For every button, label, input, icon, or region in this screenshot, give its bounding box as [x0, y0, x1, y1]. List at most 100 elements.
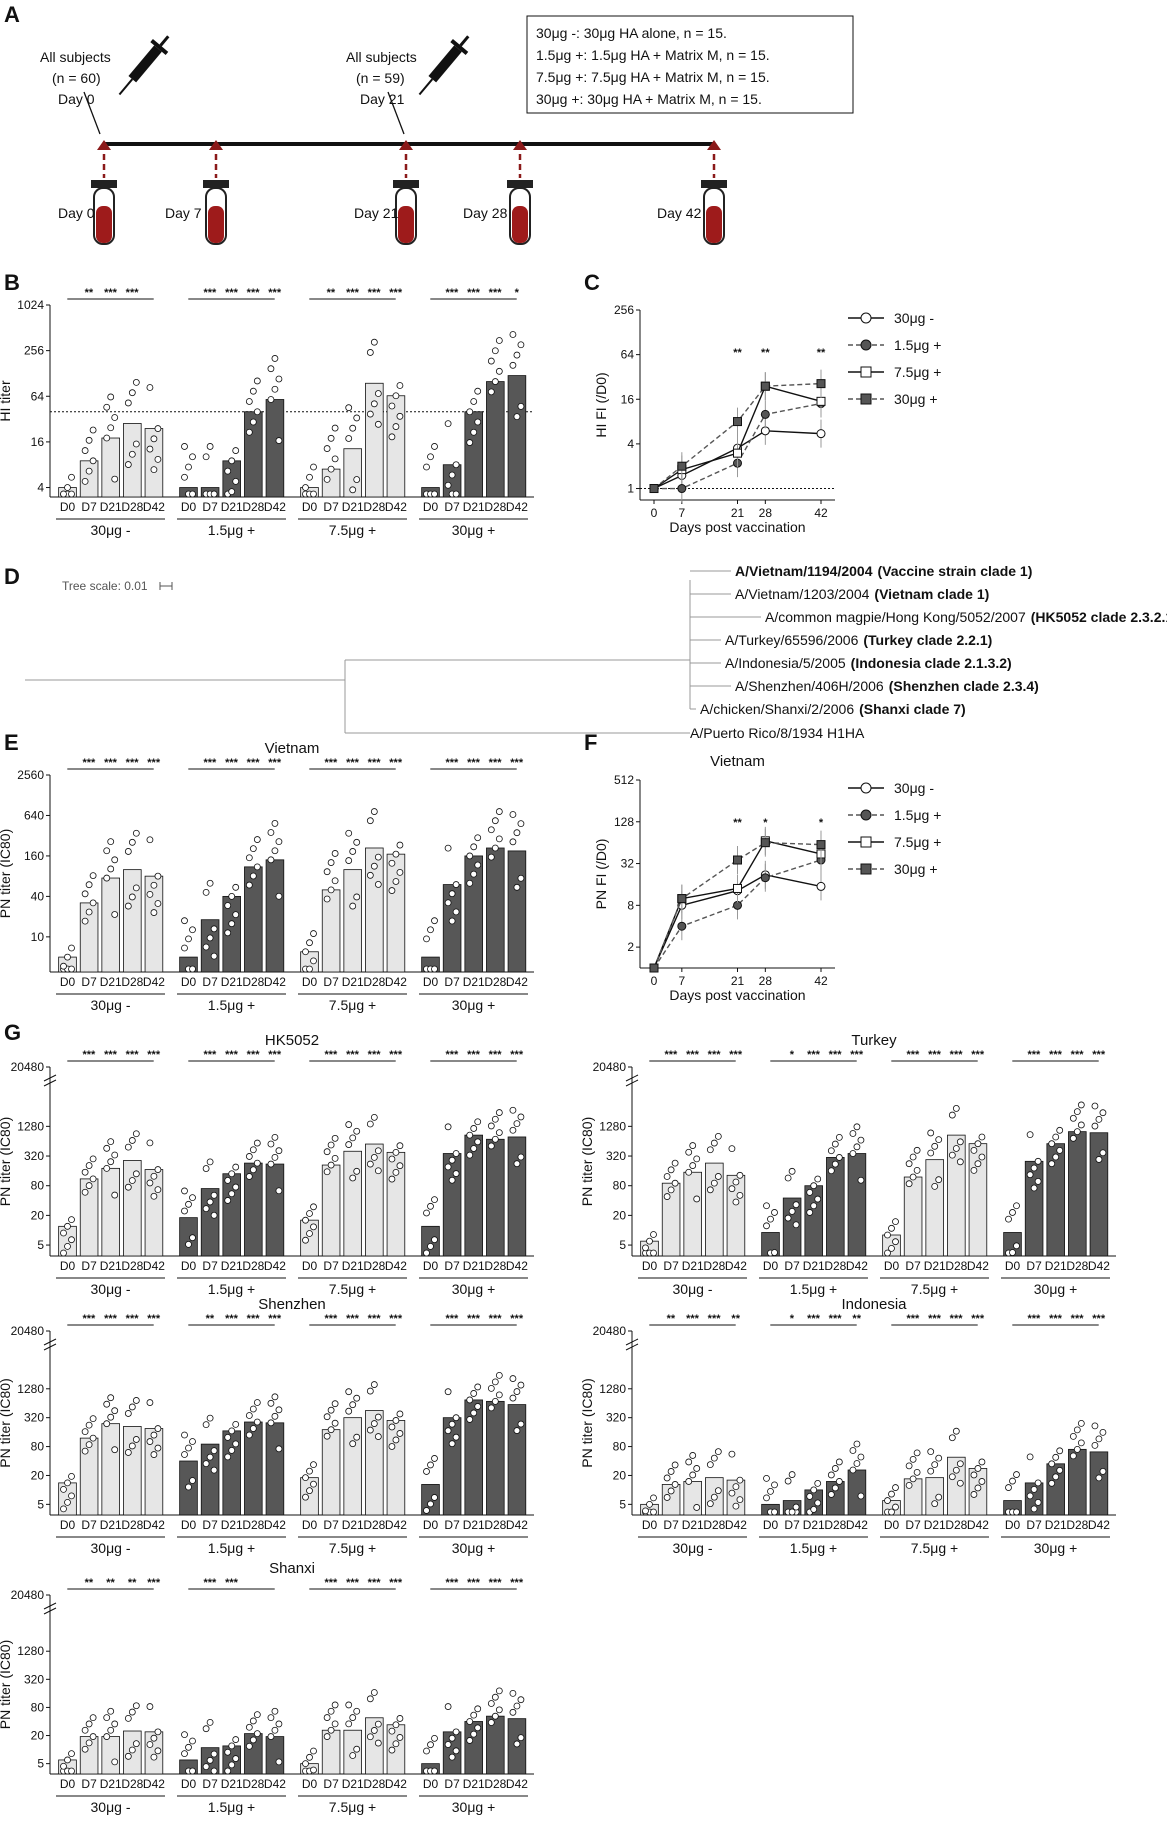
data-point	[267, 1714, 275, 1722]
sample-arrowhead	[97, 140, 111, 150]
data-point	[85, 1441, 93, 1449]
x-tick-label: D21	[463, 1777, 485, 1791]
group-label: 30μg +	[452, 1540, 496, 1556]
sig-label: ***	[467, 1313, 481, 1325]
bar	[464, 411, 483, 498]
data-point	[232, 1736, 240, 1743]
data-point	[249, 1146, 257, 1154]
x-tick-label: D0	[763, 1518, 779, 1532]
data-point	[888, 1224, 895, 1232]
data-point	[353, 893, 361, 901]
chart-title: Indonesia	[841, 1296, 907, 1313]
x-tick-label: D42	[143, 975, 165, 989]
data-point	[444, 844, 452, 852]
syringe-icon	[118, 35, 170, 96]
data-point	[206, 1198, 214, 1206]
data-point	[353, 1394, 361, 1402]
data-point	[513, 1120, 521, 1128]
bar	[925, 1477, 944, 1516]
data-point	[202, 1763, 210, 1771]
data-point	[1095, 1156, 1103, 1163]
bar	[421, 1225, 440, 1257]
x-tick-label: D42	[967, 1259, 989, 1273]
sig-label: ***	[928, 1049, 942, 1061]
sig-label: ***	[346, 287, 360, 299]
y-tick-label: 320	[606, 1411, 626, 1425]
strain-name: A/Shenzhen/406H/2006	[735, 678, 884, 694]
sig-label: ***	[807, 1313, 821, 1325]
data-point	[1073, 1128, 1081, 1136]
data-point	[892, 1484, 899, 1491]
data-point	[827, 1471, 835, 1479]
group-label: 7.5μg +	[329, 997, 376, 1013]
data-point	[353, 1167, 361, 1175]
x-tick-label: D28	[484, 975, 506, 989]
data-point	[970, 1166, 978, 1174]
x-tick-label: D7	[81, 1259, 97, 1273]
x-tick-label: D42	[385, 500, 407, 514]
data-point	[181, 1451, 188, 1458]
data-point	[927, 1149, 935, 1157]
data-point	[931, 1182, 939, 1190]
y-tick-label: 80	[31, 1700, 45, 1714]
data-point	[732, 1502, 740, 1510]
data-point	[146, 1179, 154, 1187]
x-tick-label: D0	[423, 1518, 439, 1532]
data-point	[931, 1461, 939, 1469]
sig-label: ***	[247, 757, 261, 769]
data-point	[474, 1724, 482, 1732]
sig-label: ***	[971, 1049, 985, 1061]
data-point	[1009, 1209, 1016, 1216]
data-point	[1026, 1171, 1034, 1179]
data-point	[491, 844, 499, 852]
axis-break	[625, 1079, 639, 1087]
data-point	[107, 1138, 115, 1146]
data-point	[185, 1200, 192, 1208]
data-point	[107, 865, 115, 873]
data-point	[249, 1717, 257, 1725]
bar	[265, 1163, 285, 1257]
sig-label: **	[733, 347, 742, 359]
sig-label: ***	[1071, 1313, 1085, 1325]
data-point	[85, 1162, 93, 1169]
data-point	[249, 1425, 257, 1432]
data-point	[189, 926, 196, 934]
data-point	[1034, 1498, 1042, 1506]
data-point	[444, 1741, 452, 1748]
bar	[144, 875, 164, 973]
data-point	[271, 1133, 279, 1141]
data-point	[89, 899, 97, 907]
data-point	[202, 943, 210, 951]
data-point	[154, 1186, 162, 1194]
x-tick-label: D21	[221, 1259, 243, 1273]
sig-label: *	[515, 287, 520, 299]
bar	[265, 1736, 285, 1775]
turkey-pn-chart: 20480 1280 320 80 20 5 PN titer (IC80) Turkey D0…	[579, 1032, 1116, 1297]
data-point	[667, 1487, 675, 1495]
data-point	[1095, 1474, 1103, 1482]
y-axis-label: PN titer (IC80)	[579, 1117, 595, 1206]
data-point	[396, 412, 404, 420]
y-tick-label: 20	[31, 1729, 45, 1743]
x-tick-label: D28	[484, 500, 506, 514]
data-point	[154, 1728, 162, 1736]
data-point	[206, 1453, 214, 1461]
axis-break	[43, 1338, 57, 1346]
data-point	[111, 414, 119, 421]
data-point	[909, 1173, 917, 1181]
data-point	[206, 1158, 214, 1166]
data-point	[706, 1186, 714, 1194]
data-point	[1013, 1202, 1020, 1210]
data-point	[306, 1467, 313, 1475]
data-point	[103, 434, 111, 442]
x-tick-label: D7	[81, 1777, 97, 1791]
data-point	[103, 403, 111, 411]
x-tick-label: D28	[484, 1259, 506, 1273]
data-point	[466, 439, 474, 446]
data-point	[517, 341, 525, 349]
group-label: 30μg +	[452, 1799, 496, 1815]
data-point	[849, 1466, 857, 1474]
axis-break	[43, 1602, 57, 1610]
data-point	[792, 1221, 800, 1229]
data-point	[253, 1159, 261, 1167]
